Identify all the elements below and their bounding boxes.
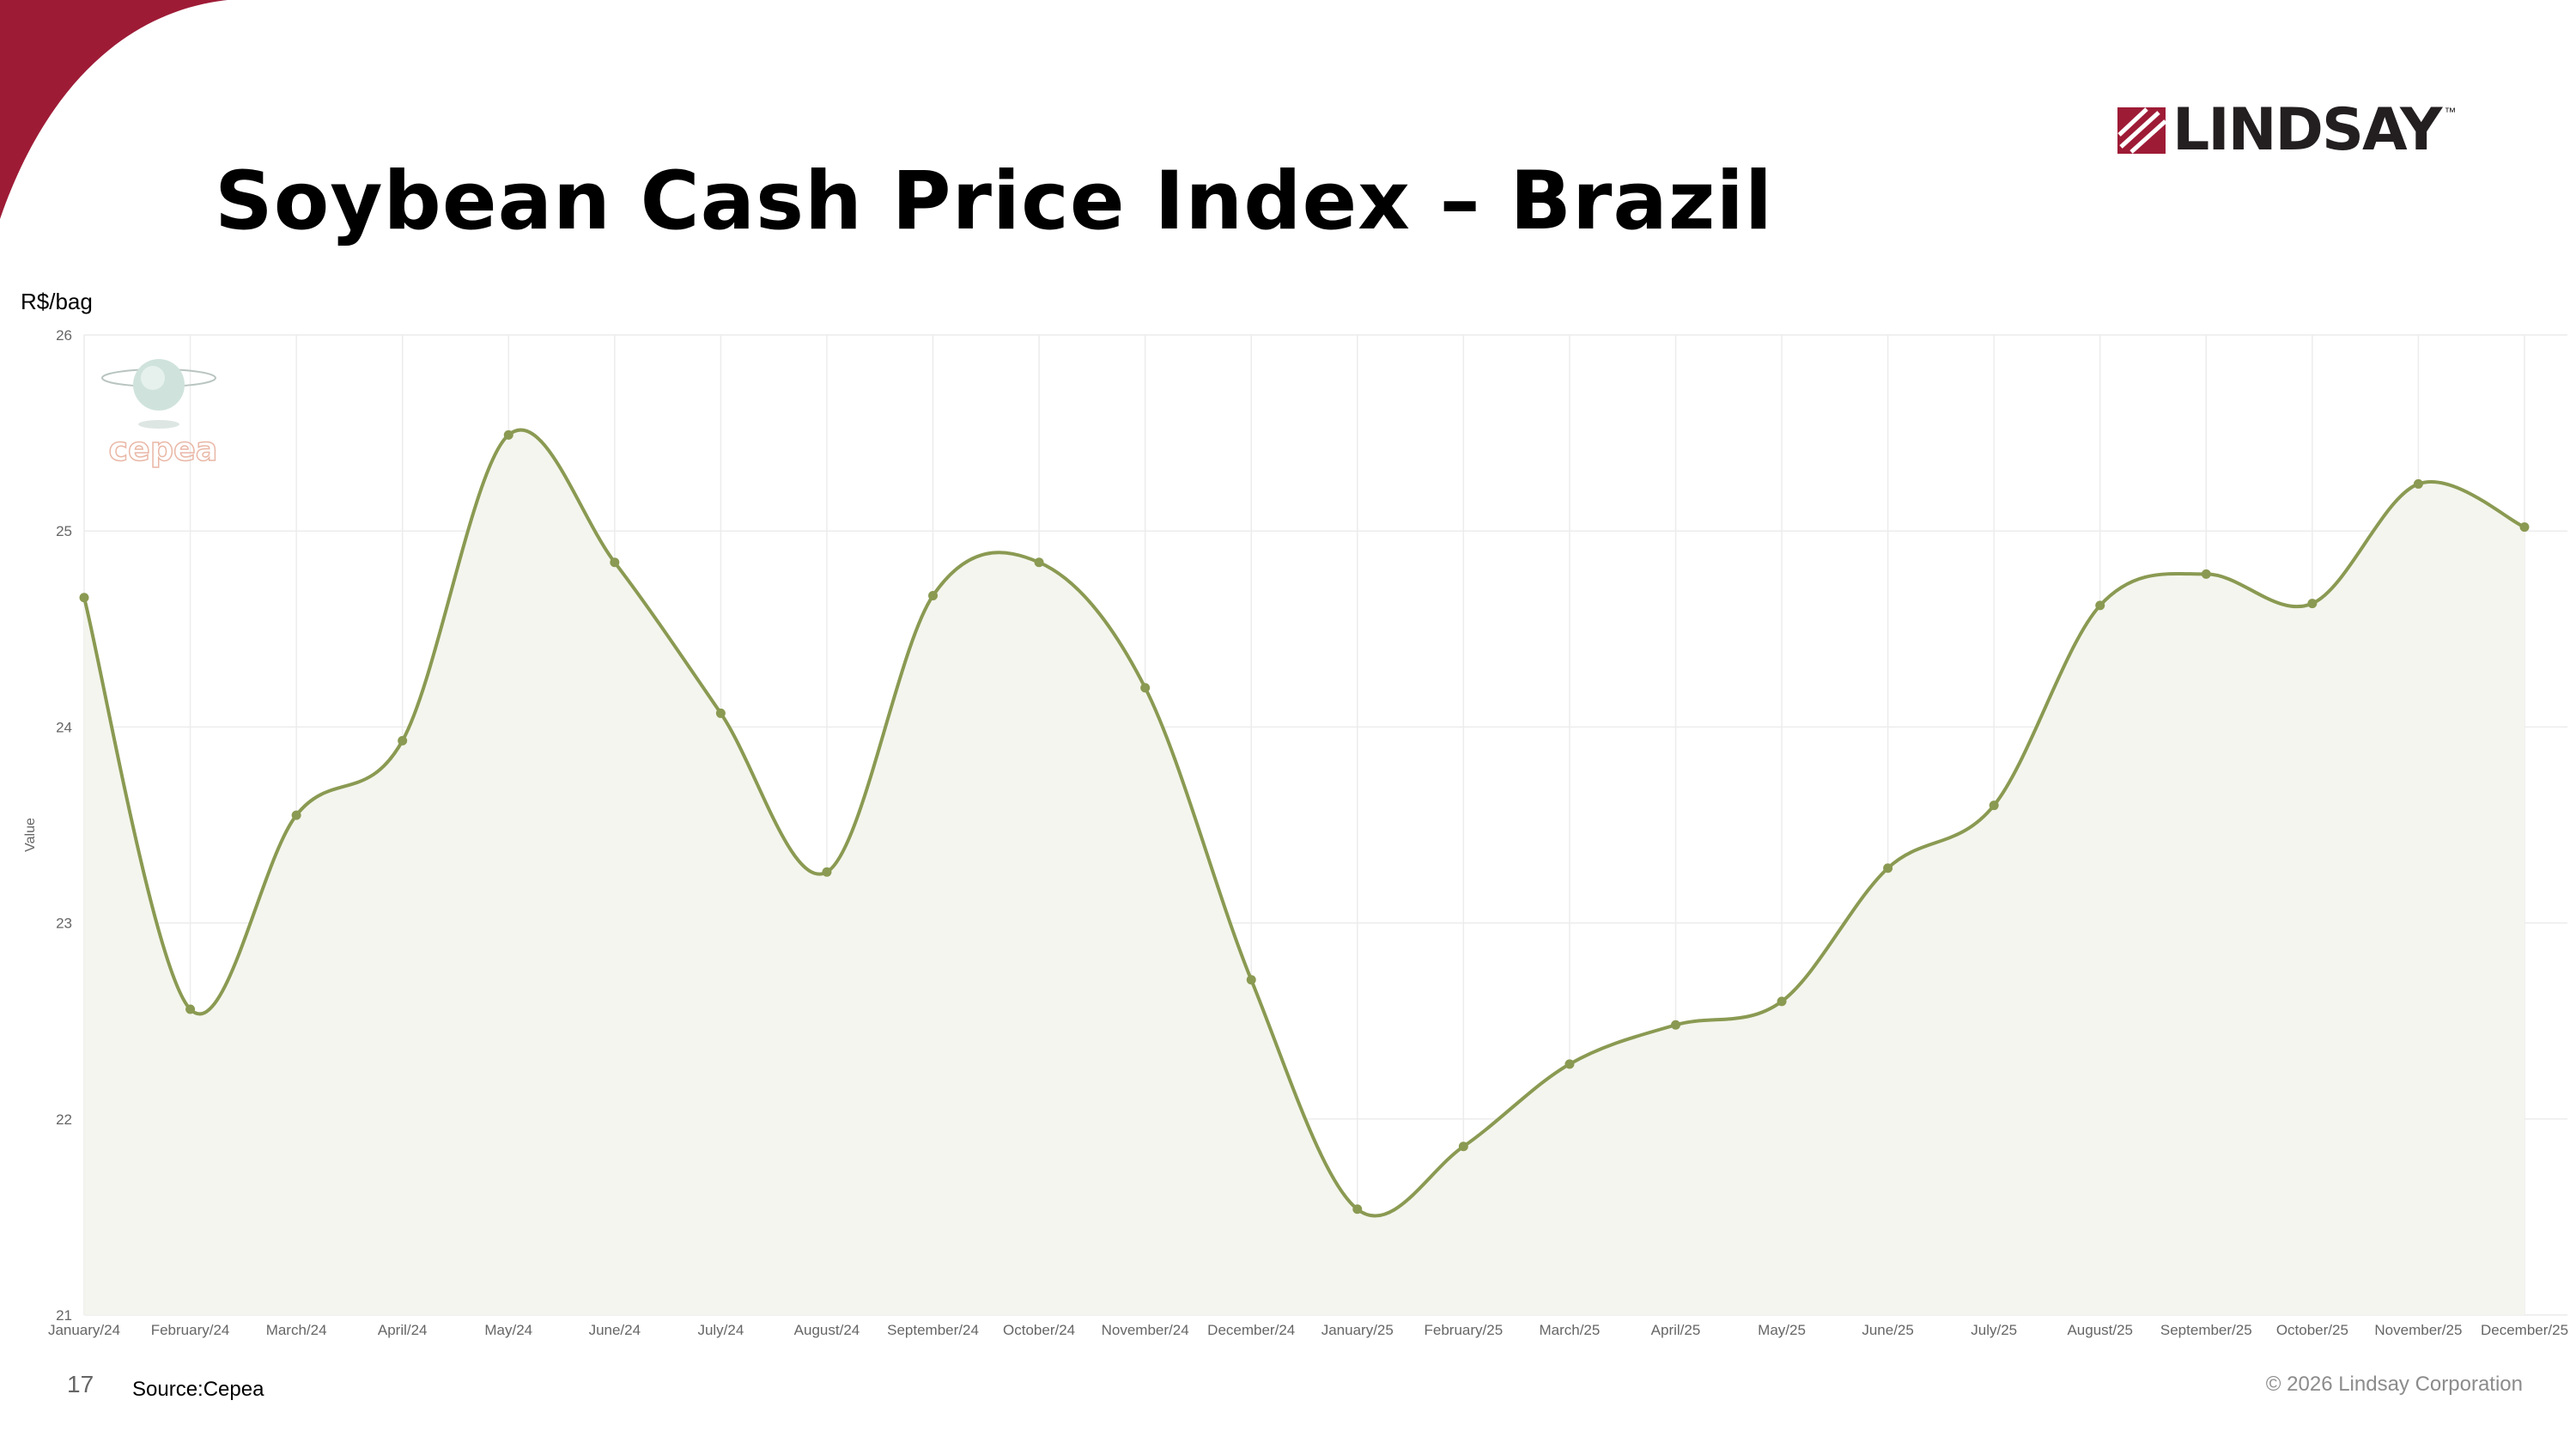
cepea-watermark-text: cepea — [109, 430, 218, 468]
data-point — [291, 810, 301, 820]
data-point — [1989, 801, 1999, 811]
data-point — [2201, 569, 2211, 579]
y-tick-label: 22 — [56, 1111, 72, 1128]
y-axis-ticks: 21 22 23 24 25 26 — [56, 327, 72, 1324]
copyright-notice: © 2026 Lindsay Corporation — [2265, 1373, 2523, 1396]
data-point — [715, 708, 726, 718]
data-point — [2519, 522, 2530, 533]
x-tick-label: June/24 — [589, 1322, 641, 1338]
source-note: Source:Cepea — [132, 1378, 264, 1401]
data-point — [2307, 599, 2318, 609]
data-point — [1670, 1020, 1680, 1030]
price-line — [82, 428, 2525, 1218]
data-point — [1140, 683, 1151, 693]
lindsay-logo: LINDSAY ™ — [2117, 101, 2456, 160]
data-point — [1458, 1142, 1468, 1152]
data-point — [1777, 996, 1787, 1007]
x-axis-ticks: January/24 February/24 March/24 April/24 May… — [48, 1322, 2568, 1338]
x-tick-label: September/25 — [2160, 1322, 2252, 1338]
data-point — [1352, 1204, 1363, 1215]
x-tick-label: May/24 — [484, 1322, 532, 1338]
data-point — [1883, 863, 1893, 874]
x-tick-label: March/25 — [1539, 1322, 1600, 1338]
x-tick-label: September/24 — [887, 1322, 979, 1338]
x-tick-label: July/24 — [697, 1322, 744, 1338]
y-tick-label: 25 — [56, 523, 72, 539]
x-tick-label: December/24 — [1207, 1322, 1295, 1338]
x-tick-label: October/24 — [1003, 1322, 1075, 1338]
x-tick-label: August/24 — [794, 1322, 860, 1338]
y-axis-label: Value — [23, 818, 38, 852]
logo-wordmark: LINDSAY — [2172, 96, 2442, 164]
data-point — [79, 593, 89, 603]
x-tick-label: August/25 — [2067, 1322, 2133, 1338]
price-area-fill — [84, 429, 2524, 1316]
logo-trademark: ™ — [2444, 105, 2457, 119]
x-tick-label: January/24 — [48, 1322, 120, 1338]
y-tick-label: 24 — [56, 719, 72, 735]
lindsay-stripes-icon — [2117, 107, 2167, 154]
y-tick-label: 23 — [56, 916, 72, 932]
x-tick-label: April/24 — [378, 1322, 428, 1338]
x-tick-label: November/25 — [2374, 1322, 2462, 1338]
x-tick-label: October/25 — [2276, 1322, 2348, 1338]
cepea-watermark: cepea — [94, 342, 240, 475]
x-tick-label: April/25 — [1651, 1322, 1701, 1338]
y-tick-label: 26 — [56, 327, 72, 344]
data-point — [2413, 478, 2423, 489]
x-tick-label: February/24 — [151, 1322, 230, 1338]
corner-swoosh-decoration — [0, 0, 228, 219]
data-point — [2095, 600, 2105, 611]
x-tick-label: January/25 — [1321, 1322, 1394, 1338]
x-tick-label: December/25 — [2481, 1322, 2568, 1338]
x-tick-label: February/25 — [1425, 1322, 1504, 1338]
data-point — [398, 735, 408, 746]
unit-label: R$/bag — [21, 289, 93, 314]
x-tick-label: May/25 — [1758, 1322, 1806, 1338]
data-point — [1034, 557, 1044, 568]
x-tick-label: July/25 — [1971, 1322, 2017, 1338]
data-point — [822, 867, 832, 877]
x-tick-label: November/24 — [1102, 1322, 1189, 1338]
data-point — [928, 591, 939, 601]
data-point — [503, 429, 513, 440]
page-number: 17 — [67, 1371, 94, 1397]
page-title: Soybean Cash Price Index – Brazil — [215, 155, 1773, 248]
y-tick-label: 21 — [56, 1307, 72, 1324]
data-point — [1564, 1059, 1575, 1069]
data-points — [79, 429, 2530, 1215]
x-tick-label: June/25 — [1862, 1322, 1914, 1338]
x-tick-label: March/24 — [266, 1322, 327, 1338]
data-point — [185, 1004, 196, 1014]
data-point — [610, 557, 620, 568]
data-point — [1246, 975, 1256, 985]
